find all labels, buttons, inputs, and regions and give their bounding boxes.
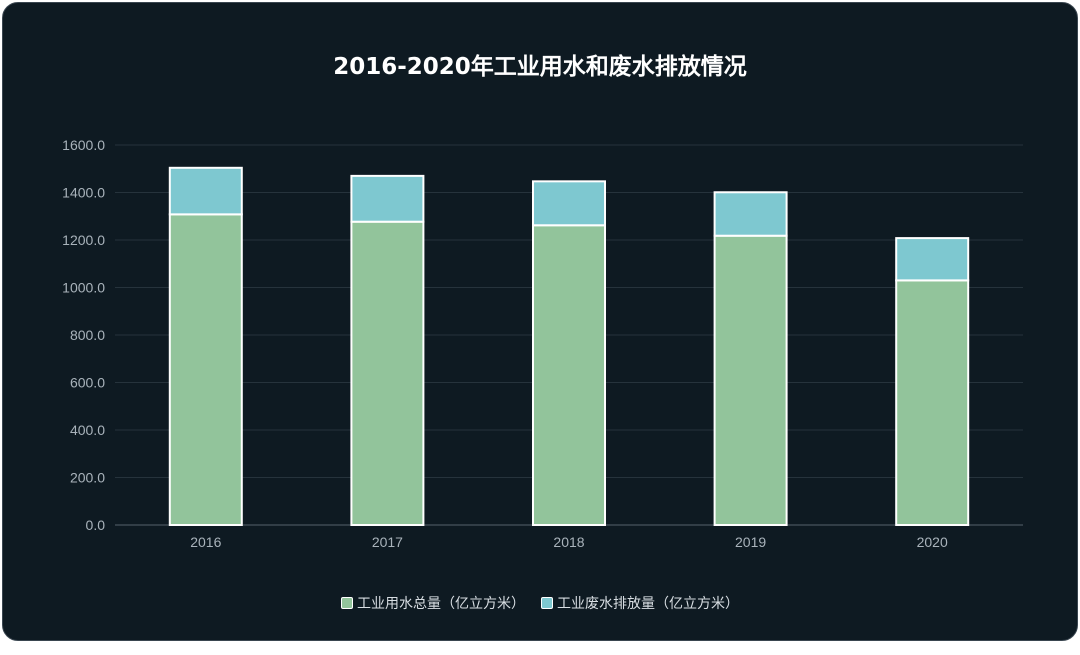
legend: 工业用水总量（亿立方米） 工业废水排放量（亿立方米） <box>3 593 1077 613</box>
y-tick-label: 800.0 <box>70 327 105 343</box>
legend-label-water-use: 工业用水总量（亿立方米） <box>357 596 525 612</box>
y-tick-label: 200.0 <box>70 470 105 486</box>
y-tick-label: 1200.0 <box>62 232 105 248</box>
legend-swatch-water-use <box>341 597 353 609</box>
legend-label-wastewater: 工业废水排放量（亿立方米） <box>557 596 739 612</box>
y-tick-label: 1600.0 <box>62 137 105 153</box>
legend-item-wastewater[interactable]: 工业废水排放量（亿立方米） <box>541 593 739 613</box>
x-tick-label: 2016 <box>190 534 221 550</box>
chart-title: 2016-2020年工业用水和废水排放情况 <box>333 54 747 80</box>
bar-water-use-2019[interactable] <box>713 234 788 526</box>
stacked-bar-chart: 0.0 200.0 400.0 600.0 800.0 1000.0 1200.0 1400.… <box>62 137 1023 550</box>
bar-water-use-2018[interactable] <box>532 224 606 526</box>
bar-wastewater-2016[interactable] <box>168 166 243 216</box>
y-tick-label: 400.0 <box>70 422 105 438</box>
y-axis-labels: 0.0 200.0 400.0 600.0 800.0 1000.0 1200.0 1400.… <box>62 137 105 533</box>
bar-wastewater-2019[interactable] <box>713 191 788 237</box>
bar-water-use-2020[interactable] <box>895 279 970 526</box>
y-tick-label: 600.0 <box>70 375 105 391</box>
x-axis-labels: 2016 2017 2018 2019 2020 <box>190 534 948 550</box>
legend-swatch-wastewater <box>541 597 553 609</box>
chart-card: 2016-2020年工业用水和废水排放情况 0.0 200.0 400.0 600.0… <box>2 2 1078 641</box>
x-tick-label: 2018 <box>553 534 584 550</box>
x-tick-label: 2020 <box>917 534 948 550</box>
x-tick-label: 2017 <box>372 534 403 550</box>
bar-wastewater-2020[interactable] <box>895 237 970 282</box>
bar-water-use-2016[interactable] <box>168 213 243 526</box>
x-tick-label: 2019 <box>735 534 766 550</box>
bar-wastewater-2018[interactable] <box>532 180 606 227</box>
legend-item-water-use[interactable]: 工业用水总量（亿立方米） <box>341 593 525 613</box>
y-tick-label: 1400.0 <box>62 185 105 201</box>
bars <box>168 166 970 526</box>
bar-water-use-2017[interactable] <box>350 220 425 526</box>
bar-wastewater-2017[interactable] <box>350 174 425 223</box>
y-tick-label: 1000.0 <box>62 280 105 296</box>
y-tick-label: 0.0 <box>86 517 106 533</box>
